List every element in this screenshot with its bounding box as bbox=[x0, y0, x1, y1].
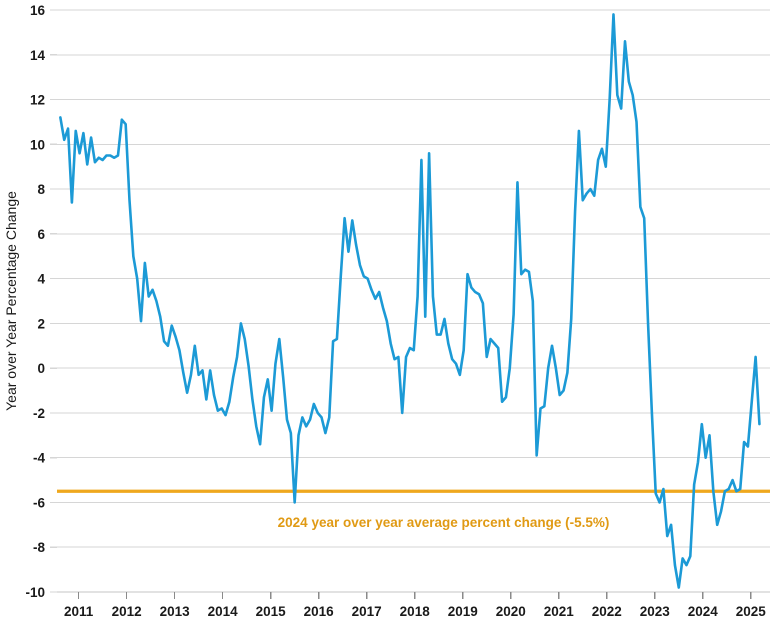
y-tick-label: -6 bbox=[33, 495, 45, 510]
y-tick-label: 16 bbox=[30, 3, 46, 18]
y-tick-label: 0 bbox=[37, 361, 45, 376]
x-tick-label: 2011 bbox=[64, 604, 94, 619]
y-tick-label: 12 bbox=[30, 93, 45, 108]
y-tick-label: -4 bbox=[33, 451, 45, 466]
x-tick-label: 2022 bbox=[592, 604, 622, 619]
x-tick-label: 2023 bbox=[640, 604, 671, 619]
x-tick-label: 2017 bbox=[352, 604, 382, 619]
x-tick-label: 2013 bbox=[160, 604, 191, 619]
x-tick-label: 2024 bbox=[688, 604, 719, 619]
x-tick-label: 2015 bbox=[256, 604, 287, 619]
y-axis-tick-labels: -10 -8 -6 -4 -2 0 2 4 6 8 10 12 14 16 bbox=[25, 3, 45, 600]
y-tick-label: -10 bbox=[25, 585, 45, 600]
y-axis-title: Year over Year Percentage Change bbox=[3, 191, 19, 411]
average-line-label: 2024 year over year average percent chan… bbox=[278, 515, 610, 530]
series-line bbox=[59, 13, 761, 589]
x-tick-label: 2012 bbox=[112, 604, 142, 619]
x-tick-label: 2014 bbox=[208, 604, 239, 619]
y-axis-ticks bbox=[50, 9, 57, 593]
y-tick-label: 6 bbox=[37, 227, 45, 242]
x-axis-ticks bbox=[78, 592, 752, 599]
y-tick-label: -2 bbox=[33, 406, 45, 421]
x-tick-label: 2016 bbox=[304, 604, 335, 619]
y-tick-label: 2 bbox=[37, 316, 45, 331]
x-tick-label: 2020 bbox=[496, 604, 526, 619]
x-tick-label: 2019 bbox=[448, 604, 478, 619]
y-tick-label: 8 bbox=[37, 182, 45, 197]
y-axis-title-text: Year over Year Percentage Change bbox=[3, 191, 19, 411]
gridlines bbox=[57, 9, 770, 593]
chart-annotations: 2024 year over year average percent chan… bbox=[278, 515, 610, 530]
y-tick-label: 10 bbox=[30, 137, 45, 152]
x-tick-label: 2025 bbox=[736, 604, 767, 619]
data-series bbox=[59, 13, 761, 589]
x-axis-tick-labels: 2011 2012 2013 2014 2015 2016 2017 2018 2019 2020… bbox=[64, 604, 766, 619]
y-tick-label: 14 bbox=[30, 48, 46, 63]
x-tick-label: 2018 bbox=[400, 604, 431, 619]
y-tick-label: 4 bbox=[37, 272, 45, 287]
x-tick-label: 2021 bbox=[544, 604, 575, 619]
y-tick-label: -8 bbox=[33, 540, 45, 555]
